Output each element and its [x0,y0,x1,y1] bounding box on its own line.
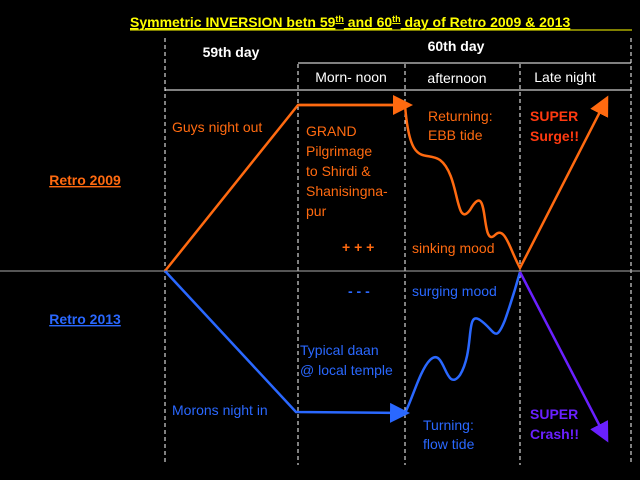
row-label: Retro 2013 [49,311,121,327]
annotation: surging mood [412,283,497,299]
title: Symmetric INVERSION betn 59th and 60th d… [130,14,571,30]
annotation: Morons night in [172,402,268,418]
trend-lines [164,95,609,443]
annotation: - - - [348,283,370,299]
annotation: Returning: EBB tide [428,108,493,143]
annotation: Turning: flow tide [423,417,475,452]
annotation: SUPER Surge!! [530,108,579,144]
annotation: GRAND Pilgrimage to Shirdi & Shanisingna-pu… [306,123,388,219]
header: Morn- noon [315,69,387,85]
column-dividers [164,38,632,465]
row-label: Retro 2009 [49,172,121,188]
annotation: Guys night out [172,119,262,135]
header: 59th day [203,44,260,60]
annotation: + + + [342,239,374,255]
header: afternoon [427,70,486,86]
header: Late night [534,69,596,85]
annotation: SUPER Crash!! [530,406,579,442]
annotation: sinking mood [412,240,495,256]
header: 60th day [428,38,485,54]
annotation: Typical daan @ local temple [300,342,393,378]
